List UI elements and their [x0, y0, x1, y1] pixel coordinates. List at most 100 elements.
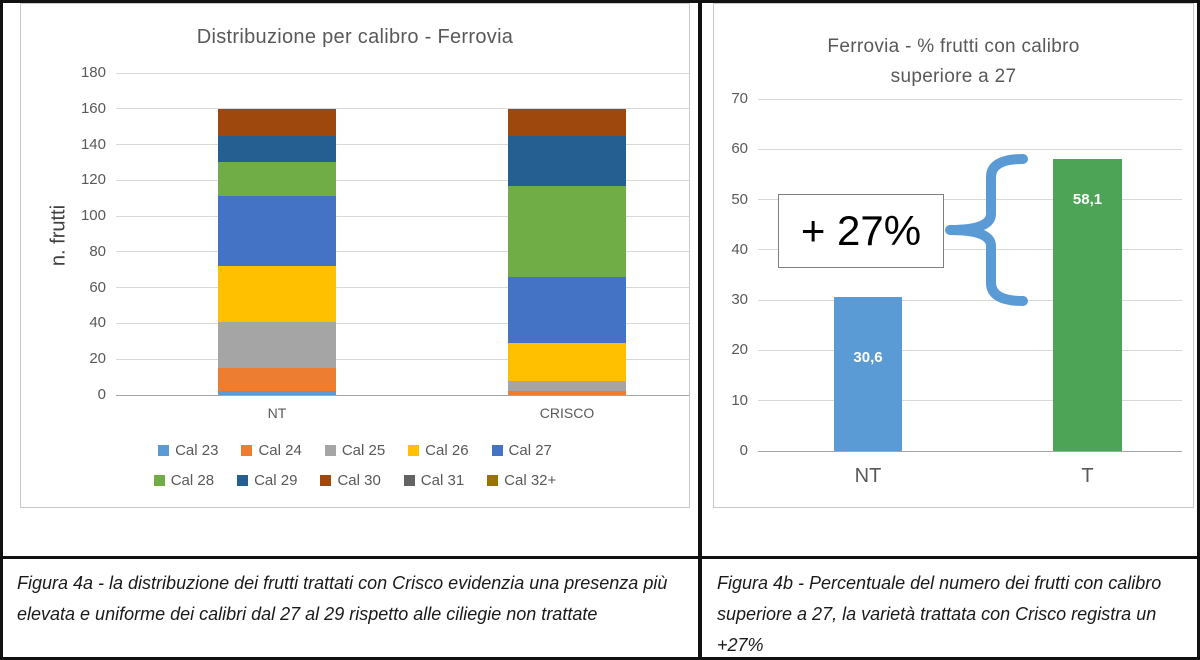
segment-cal29 — [508, 135, 626, 186]
segment-cal28 — [218, 162, 336, 197]
chart-title: Ferrovia - % frutti con calibro superior… — [714, 32, 1193, 92]
legend-swatch-icon — [241, 445, 253, 456]
legend-label: Cal 32+ — [504, 472, 557, 489]
gridline — [116, 251, 689, 253]
y-tick-label: 50 — [731, 190, 748, 208]
bar-nt: 30,6 — [834, 297, 902, 451]
legend-swatch-icon — [408, 445, 420, 456]
x-axis-line — [758, 450, 1182, 452]
segment-cal30 — [508, 108, 626, 136]
x-tick-label-nt: NT — [854, 465, 882, 487]
legend-row-2: Cal 28 Cal 29 Cal 30 Cal 31 Cal 32+ — [153, 472, 556, 489]
x-tick-label-crisco: CRISCO — [539, 405, 595, 421]
legend-item-cal27: Cal 27 — [491, 442, 552, 459]
legend-item-cal32: Cal 32+ — [487, 472, 556, 489]
segment-cal27 — [218, 196, 336, 267]
stacked-bar-crisco — [508, 108, 626, 395]
legend-item-cal26: Cal 26 — [408, 442, 469, 459]
y-tick-label: 60 — [731, 140, 748, 158]
legend-row-1: Cal 23 Cal 24 Cal 25 Cal 26 Cal 27 — [158, 442, 552, 459]
legend-item-cal23: Cal 23 — [158, 442, 218, 459]
segment-cal28 — [508, 185, 626, 277]
legend-swatch-icon — [324, 445, 336, 456]
legend-item-cal29: Cal 29 — [237, 472, 297, 489]
bar-t: 58,1 — [1053, 158, 1122, 451]
legend-item-cal25: Cal 25 — [324, 442, 386, 459]
gridline — [758, 400, 1182, 402]
legend-label: Cal 28 — [170, 472, 215, 489]
legend-swatch-icon — [487, 475, 499, 486]
y-tick-label: 100 — [80, 207, 106, 225]
segment-cal25 — [508, 380, 626, 392]
gridline — [116, 287, 689, 289]
segment-cal26 — [218, 266, 336, 322]
y-tick-label: 160 — [80, 99, 106, 117]
annotation-plus-27-box: + 27% — [778, 194, 944, 268]
y-tick-label: 40 — [731, 240, 748, 258]
legend-label: Cal 25 — [341, 442, 386, 459]
y-tick-label: 180 — [80, 64, 106, 81]
plot-area: 0 20 40 60 80 100 120 140 160 180 NT CRISCO — [81, 64, 689, 421]
legend-item-cal31: Cal 31 — [403, 472, 465, 489]
caption-figura-4b: Figura 4b - Percentuale del numero dei f… — [717, 573, 1162, 655]
gridline — [758, 98, 1182, 100]
bar-value-label-nt: 30,6 — [853, 349, 883, 367]
y-tick-label: 40 — [89, 314, 106, 332]
y-tick-label: 30 — [731, 291, 748, 309]
chart-title-line-1: Ferrovia - % frutti con calibro — [827, 36, 1080, 57]
y-axis-title: n. frutti — [47, 204, 70, 267]
x-tick-label-t: T — [1081, 465, 1094, 487]
chart-title-line-2: superiore a 27 — [890, 66, 1017, 87]
stacked-bar-nt — [218, 108, 336, 395]
caption-figura-4a: Figura 4a - la distribuzione dei frutti … — [17, 573, 668, 624]
x-axis-line — [116, 394, 689, 396]
chart-title: Distribuzione per calibro - Ferrovia — [196, 26, 514, 48]
segment-cal26 — [508, 343, 626, 381]
legend-item-cal28: Cal 28 — [153, 472, 215, 489]
y-tick-label: 10 — [731, 391, 748, 409]
legend-swatch-icon — [403, 475, 415, 486]
legend-label: Cal 27 — [508, 442, 552, 459]
annotation-plus-27-label: + 27% — [800, 207, 922, 254]
gridline — [116, 358, 689, 360]
gridline — [116, 144, 689, 146]
legend-swatch-icon — [237, 475, 249, 486]
y-tick-label: 60 — [89, 278, 106, 296]
y-tick-label: 70 — [731, 90, 748, 107]
y-tick-label: 120 — [80, 171, 106, 189]
legend-swatch-icon — [320, 475, 332, 486]
legend-label: Cal 26 — [425, 442, 469, 459]
y-tick-label: 20 — [731, 341, 748, 359]
segment-cal27 — [508, 276, 626, 344]
legend: Cal 23 Cal 24 Cal 25 Cal 26 Cal 27 Cal 28 Cal … — [21, 442, 689, 489]
legend-swatch-icon — [153, 475, 165, 486]
x-tick-label-nt: NT — [267, 405, 287, 421]
legend-label: Cal 30 — [337, 472, 381, 489]
figura-4b-chart: Ferrovia - % frutti con calibro superior… — [713, 3, 1194, 508]
figura-4a-chart: Distribuzione per calibro - Ferrovia n. … — [20, 3, 690, 508]
segment-cal30 — [218, 108, 336, 136]
legend-label: Cal 31 — [420, 472, 465, 489]
gridline — [116, 72, 689, 74]
y-tick-label: 140 — [80, 135, 106, 153]
panel-divider — [698, 3, 702, 657]
y-tick-label: 20 — [89, 350, 106, 368]
segment-cal23 — [218, 391, 336, 395]
legend-label: Cal 23 — [175, 442, 219, 459]
gridline — [116, 215, 689, 217]
legend-swatch-icon — [158, 445, 170, 456]
legend-item-cal30: Cal 30 — [320, 472, 381, 489]
legend-item-cal24: Cal 24 — [241, 442, 302, 459]
segment-cal24 — [508, 391, 626, 395]
gridline — [758, 349, 1182, 351]
gridline — [758, 148, 1182, 150]
segment-cal25 — [218, 321, 336, 369]
gridline — [116, 108, 689, 110]
legend-swatch-icon — [491, 445, 503, 456]
legend-label: Cal 24 — [258, 442, 302, 459]
segment-cal29 — [218, 135, 336, 163]
gridline — [116, 322, 689, 324]
y-tick-label: 80 — [89, 242, 106, 260]
caption-row: Figura 4a - la distribuzione dei frutti … — [3, 556, 1197, 657]
